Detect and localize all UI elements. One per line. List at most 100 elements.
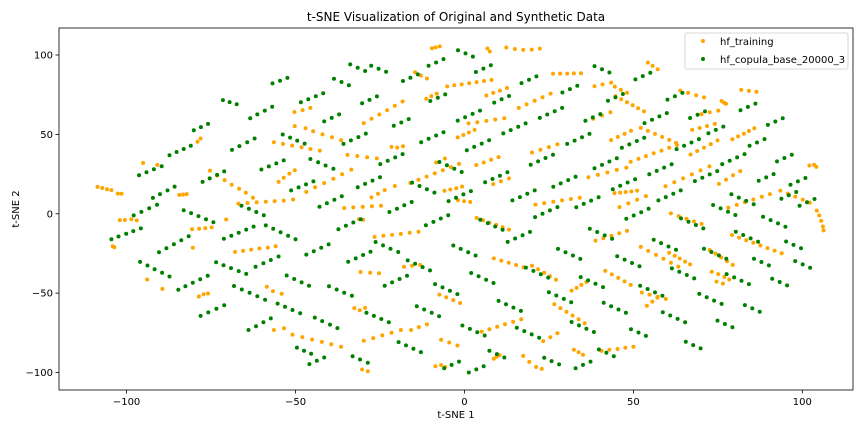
- data-point-hf-training: [505, 86, 509, 90]
- data-point-hf-training: [734, 202, 739, 207]
- data-point-hf-training: [190, 227, 195, 232]
- data-point-hf-copula-base-20000-3: [583, 118, 588, 123]
- data-point-hf-copula-base-20000-3: [312, 315, 317, 320]
- data-point-hf-copula-base-20000-3: [331, 166, 336, 171]
- legend-marker-hf-training: [701, 39, 705, 43]
- data-point-hf-copula-base-20000-3: [624, 216, 629, 221]
- data-point-hf-training: [177, 192, 182, 197]
- data-point-hf-training: [489, 77, 494, 82]
- data-point-hf-copula-base-20000-3: [355, 65, 360, 70]
- data-point-hf-copula-base-20000-3: [540, 211, 545, 216]
- data-point-hf-training: [625, 100, 629, 105]
- data-point-hf-training: [365, 369, 370, 374]
- data-point-hf-copula-base-20000-3: [234, 102, 239, 107]
- data-point-hf-training: [713, 251, 718, 256]
- data-point-hf-copula-base-20000-3: [637, 264, 642, 269]
- data-point-hf-copula-base-20000-3: [214, 260, 219, 265]
- data-point-hf-training: [271, 328, 276, 332]
- data-point-hf-copula-base-20000-3: [139, 209, 144, 214]
- data-point-hf-copula-base-20000-3: [789, 152, 794, 157]
- data-point-hf-copula-base-20000-3: [308, 157, 313, 161]
- data-point-hf-copula-base-20000-3: [350, 354, 355, 359]
- data-point-hf-copula-base-20000-3: [746, 282, 751, 287]
- data-point-hf-training: [560, 198, 565, 203]
- data-point-hf-copula-base-20000-3: [596, 347, 601, 352]
- data-point-hf-training: [609, 272, 614, 277]
- data-point-hf-copula-base-20000-3: [648, 70, 653, 75]
- data-point-hf-training: [631, 344, 636, 349]
- data-point-hf-copula-base-20000-3: [204, 217, 208, 222]
- data-point-hf-copula-base-20000-3: [507, 94, 511, 98]
- data-point-hf-training: [534, 365, 539, 369]
- data-point-hf-copula-base-20000-3: [248, 116, 253, 121]
- data-point-hf-training: [807, 163, 812, 168]
- data-point-hf-copula-base-20000-3: [797, 203, 802, 208]
- data-point-hf-training: [377, 271, 381, 276]
- data-point-hf-training: [576, 350, 581, 355]
- data-point-hf-copula-base-20000-3: [602, 233, 607, 238]
- data-point-hf-copula-base-20000-3: [261, 261, 266, 266]
- data-point-hf-training: [263, 199, 268, 204]
- data-point-hf-copula-base-20000-3: [587, 131, 592, 136]
- data-point-hf-training: [454, 186, 459, 191]
- data-point-hf-training: [542, 270, 547, 275]
- data-point-hf-copula-base-20000-3: [517, 195, 522, 200]
- data-point-hf-copula-base-20000-3: [704, 295, 709, 300]
- data-point-hf-copula-base-20000-3: [363, 69, 368, 73]
- data-point-hf-copula-base-20000-3: [729, 192, 734, 197]
- data-point-hf-copula-base-20000-3: [560, 90, 565, 95]
- data-point-hf-copula-base-20000-3: [396, 250, 401, 254]
- data-point-hf-training: [377, 112, 382, 117]
- data-point-hf-training: [300, 335, 305, 340]
- data-point-hf-copula-base-20000-3: [293, 237, 298, 242]
- data-point-hf-training: [368, 270, 373, 275]
- data-point-hf-copula-base-20000-3: [255, 294, 260, 299]
- data-point-hf-training: [460, 184, 465, 189]
- data-point-hf-copula-base-20000-3: [645, 287, 650, 291]
- data-point-hf-training: [424, 322, 429, 327]
- data-point-hf-copula-base-20000-3: [501, 131, 506, 136]
- data-point-hf-copula-base-20000-3: [525, 191, 530, 196]
- data-point-hf-copula-base-20000-3: [290, 308, 295, 312]
- data-point-hf-copula-base-20000-3: [475, 330, 480, 335]
- data-point-hf-copula-base-20000-3: [522, 329, 527, 334]
- data-point-hf-copula-base-20000-3: [502, 355, 507, 360]
- data-point-hf-training: [122, 218, 127, 222]
- data-point-hf-copula-base-20000-3: [793, 259, 798, 264]
- data-point-hf-copula-base-20000-3: [504, 302, 508, 307]
- data-point-hf-copula-base-20000-3: [779, 196, 784, 201]
- data-point-hf-copula-base-20000-3: [636, 330, 641, 335]
- data-point-hf-training: [474, 163, 479, 167]
- data-point-hf-training: [615, 134, 620, 139]
- data-point-hf-copula-base-20000-3: [590, 115, 595, 120]
- data-point-hf-copula-base-20000-3: [569, 320, 574, 324]
- data-point-hf-copula-base-20000-3: [716, 253, 721, 258]
- data-point-hf-copula-base-20000-3: [400, 152, 405, 157]
- data-point-hf-training: [491, 256, 496, 261]
- data-point-hf-copula-base-20000-3: [285, 75, 290, 80]
- data-point-hf-training: [385, 108, 390, 113]
- data-point-hf-copula-base-20000-3: [696, 137, 701, 142]
- data-point-hf-training: [320, 132, 325, 137]
- data-point-hf-copula-base-20000-3: [726, 209, 730, 214]
- data-point-hf-training: [817, 213, 822, 218]
- data-point-hf-copula-base-20000-3: [181, 147, 186, 151]
- data-point-hf-training: [474, 215, 479, 220]
- data-point-hf-copula-base-20000-3: [268, 316, 273, 321]
- data-point-hf-copula-base-20000-3: [484, 277, 489, 282]
- data-point-hf-copula-base-20000-3: [410, 180, 415, 185]
- data-point-hf-copula-base-20000-3: [565, 141, 570, 146]
- data-point-hf-training: [279, 291, 284, 296]
- data-point-hf-training: [452, 83, 457, 88]
- data-point-hf-training: [195, 139, 200, 144]
- data-point-hf-training: [487, 49, 492, 54]
- data-point-hf-copula-base-20000-3: [755, 140, 759, 145]
- data-point-hf-copula-base-20000-3: [656, 198, 661, 203]
- data-point-hf-copula-base-20000-3: [744, 198, 749, 203]
- data-point-hf-copula-base-20000-3: [691, 343, 696, 348]
- legend-label-hf-training: hf_training: [720, 37, 774, 48]
- data-point-hf-copula-base-20000-3: [718, 206, 723, 211]
- data-point-hf-copula-base-20000-3: [167, 153, 172, 158]
- data-point-hf-copula-base-20000-3: [536, 159, 541, 164]
- data-point-hf-copula-base-20000-3: [473, 70, 478, 74]
